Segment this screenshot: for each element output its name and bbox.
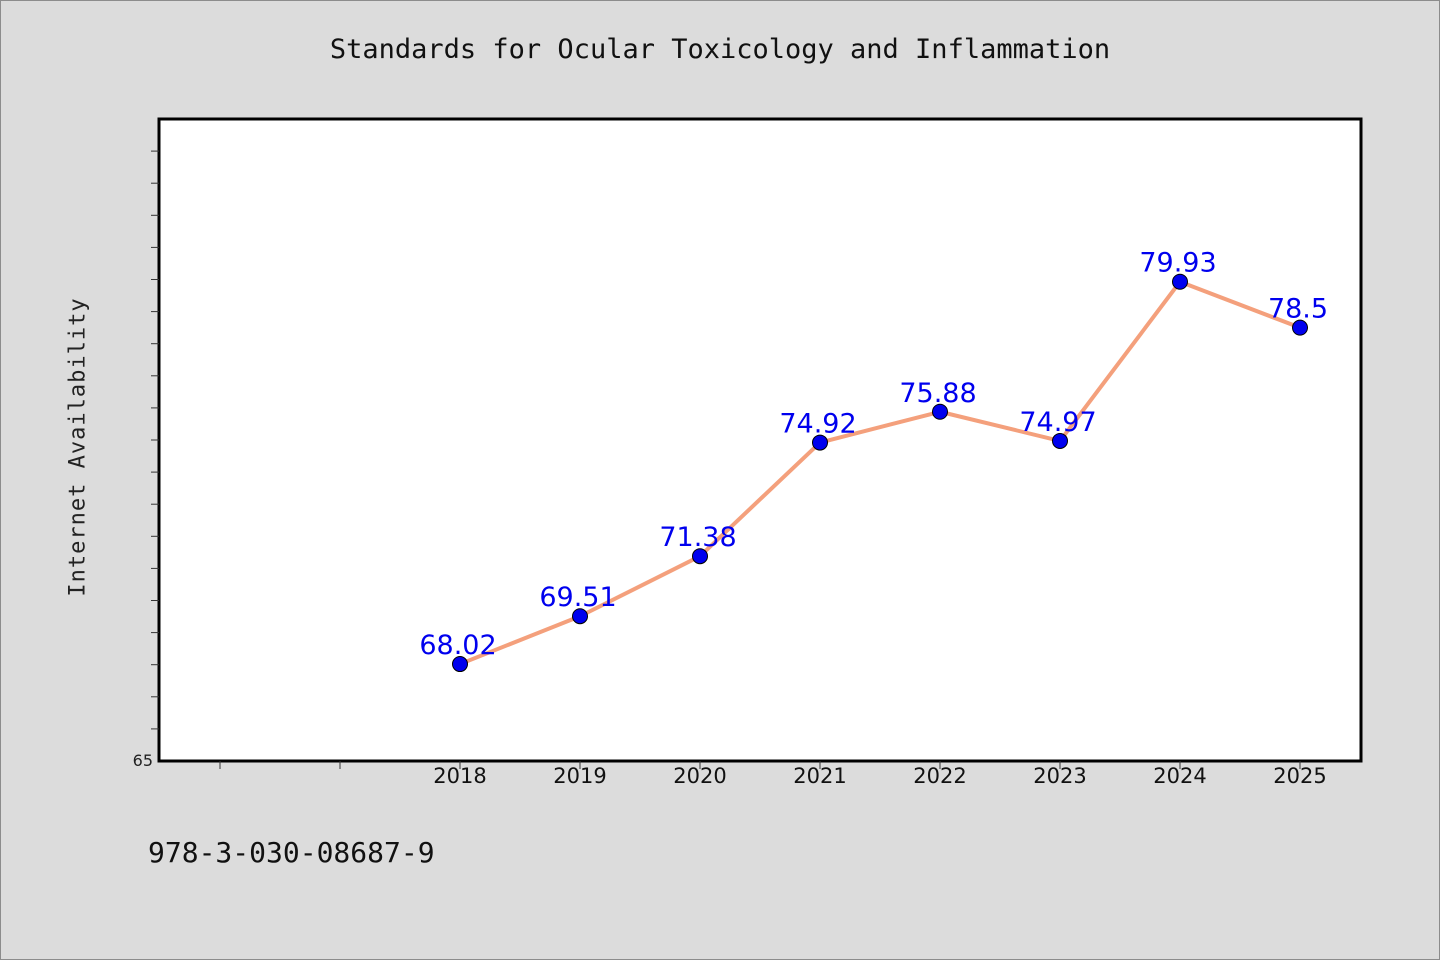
data-label: 75.88 bbox=[899, 378, 976, 409]
data-label: 78.5 bbox=[1268, 294, 1328, 325]
data-label: 68.02 bbox=[419, 630, 496, 661]
data-point bbox=[1172, 273, 1188, 290]
x-tick-label: 2018 bbox=[433, 764, 486, 788]
x-tick-label: 2021 bbox=[793, 764, 846, 788]
data-point bbox=[932, 403, 948, 420]
y-tick-label: 65 bbox=[133, 751, 153, 770]
chart-title: Standards for Ocular Toxicology and Infl… bbox=[329, 34, 1111, 65]
x-tick-label: 2024 bbox=[1153, 764, 1206, 788]
isbn-text: 978-3-030-08687-9 bbox=[148, 836, 435, 869]
data-point bbox=[1292, 319, 1308, 336]
data-point bbox=[452, 656, 468, 673]
x-tick-label: 2022 bbox=[913, 764, 966, 788]
data-label: 69.51 bbox=[539, 582, 616, 613]
x-tick-label: 2019 bbox=[553, 764, 606, 788]
x-tick-label: 2023 bbox=[1033, 764, 1086, 788]
x-tick-label: 2020 bbox=[673, 764, 726, 788]
x-tick-label: 2025 bbox=[1273, 764, 1326, 788]
data-point bbox=[692, 548, 708, 565]
data-label: 74.92 bbox=[779, 409, 856, 440]
series-line bbox=[459, 279, 1301, 666]
data-point bbox=[572, 608, 588, 625]
data-label: 79.93 bbox=[1139, 248, 1216, 279]
data-label: 74.97 bbox=[1019, 407, 1096, 438]
data-point bbox=[1052, 432, 1068, 449]
data-label: 71.38 bbox=[659, 522, 736, 553]
data-point bbox=[812, 434, 828, 451]
plot-area bbox=[157, 117, 1363, 763]
